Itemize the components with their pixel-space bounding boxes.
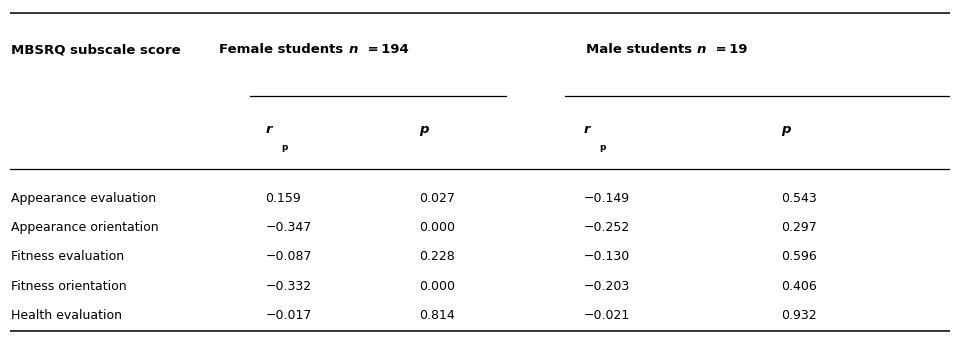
Text: −0.021: −0.021 [584,309,630,322]
Text: = 194: = 194 [365,43,409,56]
Text: Fitness evaluation: Fitness evaluation [12,250,125,264]
Text: n: n [348,43,358,56]
Text: −0.087: −0.087 [266,250,312,264]
Text: p: p [419,123,428,136]
Text: 0.228: 0.228 [419,250,455,264]
Text: 0.000: 0.000 [419,280,455,293]
Text: 0.814: 0.814 [419,309,455,322]
Text: −0.017: −0.017 [266,309,312,322]
Text: 0.000: 0.000 [419,221,455,234]
Text: −0.347: −0.347 [266,221,312,234]
Text: Health evaluation: Health evaluation [12,309,123,322]
Text: Fitness orientation: Fitness orientation [12,280,127,293]
Text: 0.159: 0.159 [266,192,301,205]
Text: −0.149: −0.149 [584,192,630,205]
Text: r: r [584,123,590,136]
Text: Female students: Female students [220,43,348,56]
Text: 0.027: 0.027 [419,192,455,205]
Text: 0.596: 0.596 [781,250,817,264]
Text: p: p [281,143,288,151]
Text: 0.297: 0.297 [781,221,817,234]
Text: −0.203: −0.203 [584,280,630,293]
Text: Appearance orientation: Appearance orientation [12,221,159,234]
Text: 0.932: 0.932 [781,309,817,322]
Text: −0.252: −0.252 [584,221,630,234]
Text: −0.130: −0.130 [584,250,630,264]
Text: Male students: Male students [586,43,696,56]
Text: 0.543: 0.543 [781,192,817,205]
Text: Appearance evaluation: Appearance evaluation [12,192,156,205]
Text: r: r [266,123,272,136]
Text: = 19: = 19 [713,43,748,56]
Text: −0.332: −0.332 [266,280,312,293]
Text: 0.406: 0.406 [781,280,817,293]
Text: MBSRQ subscale score: MBSRQ subscale score [12,43,181,56]
Text: p: p [599,143,606,151]
Text: n: n [696,43,706,56]
Text: p: p [781,123,790,136]
